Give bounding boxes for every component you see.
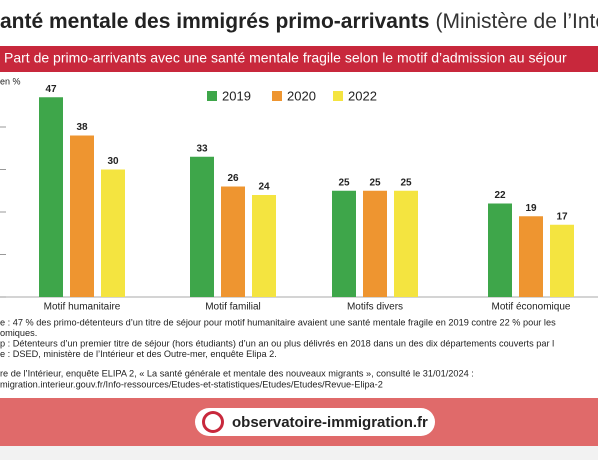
value-label: 24 bbox=[258, 182, 270, 193]
legend-swatch bbox=[333, 91, 343, 101]
value-label: 25 bbox=[338, 177, 350, 188]
bar bbox=[363, 190, 387, 297]
value-label: 25 bbox=[369, 177, 381, 188]
x-tick-label: Motif familial bbox=[205, 302, 261, 313]
subtitle-banner bbox=[0, 46, 598, 72]
note-line: e : DSED, ministère de l’Intérieur et de… bbox=[0, 349, 277, 359]
note-line: e : 47 % des primo-détenteurs d’un titre… bbox=[0, 317, 556, 327]
title-note: (Ministère de l’Intérieu bbox=[436, 10, 598, 33]
value-label: 25 bbox=[400, 177, 412, 188]
bar bbox=[252, 195, 276, 297]
legend-label: 2022 bbox=[348, 88, 377, 103]
value-label: 33 bbox=[196, 143, 208, 154]
legend-label: 2019 bbox=[222, 88, 251, 103]
value-label: 22 bbox=[494, 190, 506, 201]
legend-label: 2020 bbox=[287, 88, 316, 103]
title: anté mentale des immigrés primo-arrivant… bbox=[0, 10, 598, 33]
bar bbox=[550, 224, 574, 297]
footer-logo-inner bbox=[205, 414, 221, 430]
x-tick-label: Motif économique bbox=[492, 302, 571, 313]
bar bbox=[519, 216, 543, 297]
bar bbox=[394, 190, 418, 297]
value-label: 19 bbox=[525, 203, 537, 214]
bar bbox=[221, 186, 245, 297]
source-line: migration.interieur.gouv.fr/Info-ressour… bbox=[0, 379, 383, 389]
value-label: 38 bbox=[76, 122, 88, 133]
source-line: re de l’Intérieur, enquête ELIPA 2, « La… bbox=[0, 368, 474, 378]
bar bbox=[39, 97, 63, 297]
bar bbox=[101, 169, 125, 297]
bar bbox=[332, 190, 356, 297]
subtitle: Part de primo-arrivants avec une santé m… bbox=[4, 50, 567, 66]
note-line: p : Détenteurs d’un premier titre de séj… bbox=[0, 338, 554, 348]
bottom-strip bbox=[0, 446, 598, 460]
value-label: 47 bbox=[45, 84, 57, 95]
value-label: 30 bbox=[107, 156, 119, 167]
x-tick-label: Motif humanitaire bbox=[44, 302, 121, 313]
note-line: omiques. bbox=[0, 328, 37, 338]
footer-site: observatoire-immigration.fr bbox=[232, 414, 428, 431]
value-label: 17 bbox=[556, 211, 568, 222]
legend-swatch bbox=[272, 91, 282, 101]
legend-swatch bbox=[207, 91, 217, 101]
x-tick-label: Motifs divers bbox=[347, 302, 403, 313]
bar bbox=[488, 203, 512, 297]
unit-label: en % bbox=[0, 76, 21, 86]
title-main: anté mentale des immigrés primo-arrivant… bbox=[0, 10, 430, 33]
value-label: 26 bbox=[227, 173, 239, 184]
bar bbox=[190, 156, 214, 297]
bar bbox=[70, 135, 94, 297]
footer-pill bbox=[195, 408, 435, 436]
